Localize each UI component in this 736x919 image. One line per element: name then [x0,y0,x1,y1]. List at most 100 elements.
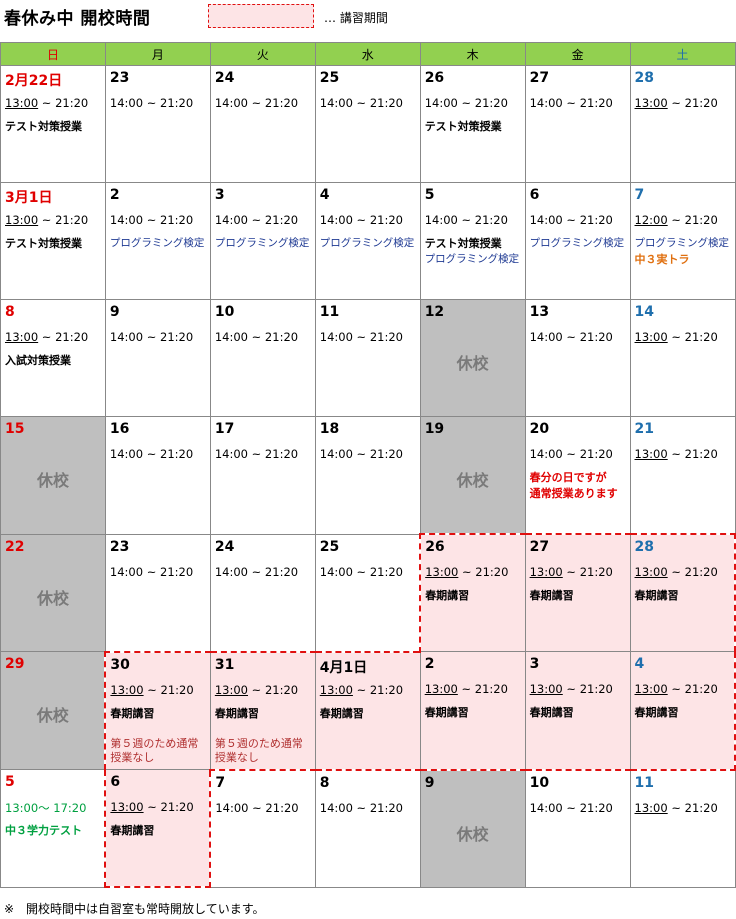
start-time: 13:00 [634,447,668,461]
start-time: 13:00 [529,682,563,696]
open-hours: 14:00 ~ 21:20 [319,330,403,344]
fifth-week-note-line: 授業なし [110,750,155,764]
open-hours: 14:00 ~ 21:20 [319,564,403,579]
day-cell: 23 14:00 ~ 21:20 [104,65,211,183]
day-note: プログラミング検定 [529,237,625,249]
day-number: 2 [424,656,435,672]
week-row: 15 休校 16 14:00 ~ 21:20 17 14:00 ~ 21:20 18 14:0… [0,416,736,535]
day-note: 春期講習 [319,706,364,720]
day-number: 30 [110,656,130,673]
day-number: 14 [634,304,655,320]
open-hours: 14:00 ~ 21:20 [214,330,299,344]
weekday-fri: 金 [524,42,631,66]
day-number: 4 [634,656,645,672]
day-note: テスト対策授業 [5,120,82,133]
day-cell: 12 休校 [419,299,526,417]
day-number: 29 [5,656,25,672]
day-number: 8 [5,304,15,320]
open-hours: 13:00 ~ 21:20 [5,213,89,227]
day-number: 24 [214,538,235,555]
day-number: 26 [425,539,445,555]
day-note: 中３学力テスト [5,824,82,837]
day-cell: 3 13:00 ~ 21:20 春期講習 [524,651,631,771]
day-number: 9 [424,774,435,791]
day-cell: 21 13:00 ~ 21:20 [629,416,736,535]
day-number: 24 [214,70,235,86]
day-cell: 4 14:00 ~ 21:20 プログラミング検定 [314,182,421,300]
open-hours: 13:00〜 17:20 [5,801,87,815]
day-cell: 4 13:00 ~ 21:20 春期講習 [629,651,736,771]
day-cell: 20 14:00 ~ 21:20 春分の日ですが 通常授業あります [524,416,631,535]
closed-label: 休校 [456,471,489,490]
start-time: 13:00 [529,565,563,579]
open-hours: 14:00 ~ 21:20 [319,447,403,461]
day-note: プログラミング検定 [424,253,520,265]
day-cell: 15 休校 [0,416,106,535]
day-number: 3月1日 [5,190,53,206]
closed-label: 休校 [456,824,489,844]
open-hours: 13:00 ~ 21:20 [319,682,404,697]
start-time: 13:00 [110,682,144,697]
day-number: 11 [634,774,655,791]
day-cell: 26 13:00 ~ 21:20 春期講習 [419,533,526,652]
legend-swatch [208,4,314,28]
week-row: 3月1日 13:00 ~ 21:20 テスト対策授業 2 14:00 ~ 21:20 プロ… [0,182,736,300]
legend-label: … 講習期間 [324,11,388,25]
day-note: 春期講習 [634,589,679,602]
weekday-sun: 日 [0,42,106,66]
day-cell: 25 14:00 ~ 21:20 [314,65,421,183]
open-hours: 14:00 ~ 21:20 [424,213,508,227]
open-hours: 13:00 ~ 21:20 [634,330,718,344]
day-cell: 11 13:00 ~ 21:20 [629,769,736,888]
day-cell: 3月1日 13:00 ~ 21:20 テスト対策授業 [0,182,106,300]
weekday-mon: 月 [104,42,211,66]
day-note: プログラミング検定 [109,237,205,249]
day-cell: 2月22日 13:00 ~ 21:20 テスト対策授業 [0,65,106,183]
day-number: 28 [634,70,655,86]
day-number: 15 [5,421,25,437]
day-number: 3 [214,187,225,203]
weekday-wed: 水 [314,42,421,66]
day-cell: 22 休校 [0,533,106,652]
day-note: 春期講習 [529,706,574,719]
start-time: 13:00 [425,565,459,579]
day-number: 5 [5,774,15,790]
week-row: 29 休校 30 13:00 ~ 21:20 春期講習 第５週のため通常 授業なし 31 13:… [0,650,736,771]
day-number: 3 [529,656,540,672]
day-note: 通常授業あります [529,487,618,500]
closed-label: 休校 [36,706,69,725]
day-cell: 28 13:00 ~ 21:20 春期講習 [629,533,736,652]
day-cell: 27 14:00 ~ 21:20 [524,65,631,183]
open-hours: 14:00 ~ 21:20 [529,447,613,461]
open-hours: 14:00 ~ 21:20 [529,330,613,344]
week-row: 2月22日 13:00 ~ 21:20 テスト対策授業 23 14:00 ~ 21:20… [0,65,736,183]
open-hours: 14:00 ~ 21:20 [529,213,613,227]
day-note: 春期講習 [529,589,574,602]
fifth-week-note-line: 授業なし [214,750,259,764]
day-cell: 7 14:00 ~ 21:20 [209,769,316,888]
week-row: 8 13:00 ~ 21:20 入試対策授業 9 14:00 ~ 21:20 10 14:0… [0,299,736,417]
day-number: 18 [319,421,340,437]
day-cell: 30 13:00 ~ 21:20 春期講習 第５週のため通常 授業なし [104,650,211,770]
open-hours: 14:00 ~ 21:20 [109,564,194,579]
day-number: 10 [214,304,235,320]
open-hours: 13:00 ~ 21:20 [634,800,718,815]
weekday-thu: 木 [419,42,526,66]
day-number: 5 [424,187,435,203]
day-note: 春期講習 [110,824,155,837]
open-hours: 14:00 ~ 21:20 [109,96,194,110]
start-time: 13:00 [214,682,248,697]
open-hours: 14:00 ~ 21:20 [529,96,613,110]
start-time: 13:00 [634,682,668,696]
day-number: 28 [634,539,655,555]
day-cell: 4月1日 13:00 ~ 21:20 春期講習 [314,650,421,771]
day-note: 春期講習 [214,706,259,720]
day-number: 31 [214,656,235,673]
day-number: 27 [529,70,550,86]
day-number: 9 [109,304,120,320]
day-cell: 26 14:00 ~ 21:20 テスト対策授業 [419,65,526,183]
day-cell: 10 14:00 ~ 21:20 [209,299,316,417]
open-hours: 13:00 ~ 21:20 [214,682,299,697]
day-note: プログラミング検定 [214,237,310,249]
day-cell: 19 休校 [419,416,526,535]
